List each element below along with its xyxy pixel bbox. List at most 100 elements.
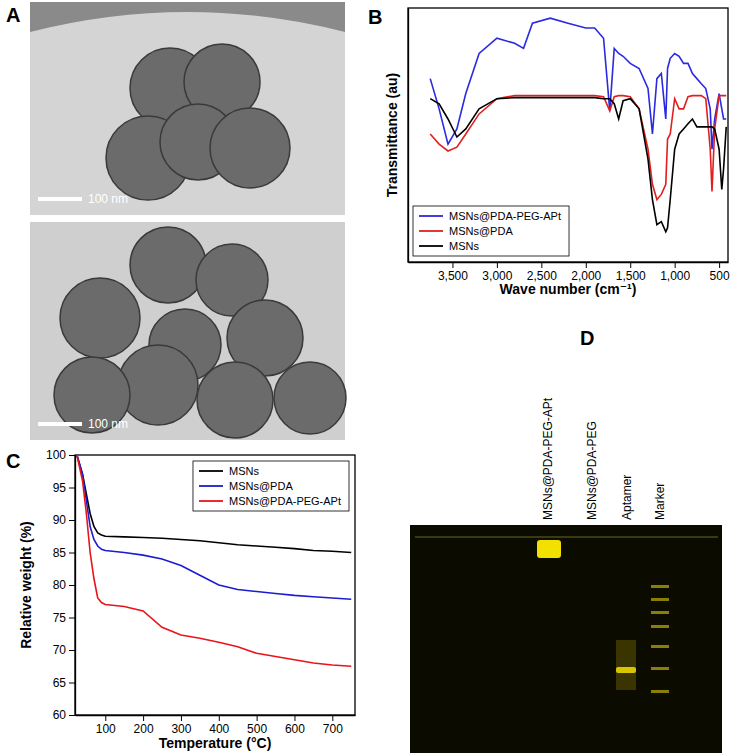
y-tick-label: 70 [53, 643, 67, 657]
x-tick-label: 500 [247, 722, 267, 736]
x-tick: 600 [285, 715, 305, 736]
x-tick-mark [105, 715, 106, 721]
x-tick: 100 [96, 715, 116, 736]
y-tick-label: 80 [53, 578, 67, 592]
x-tick-label: 400 [209, 722, 229, 736]
gel-band [537, 540, 561, 558]
panel-label: A [6, 4, 20, 26]
x-tick: 500 [247, 715, 267, 736]
legend-label: MSNs [229, 465, 259, 477]
x-tick-label: 200 [134, 722, 154, 736]
grid-edge [30, 2, 345, 32]
particle [54, 357, 130, 433]
y-axis-title: Relative weight (%) [18, 521, 34, 649]
legend-label: MSNs@PDA [229, 480, 293, 492]
figure: 3,5003,0002,5002,0001,5001,000500BWave n… [0, 0, 733, 755]
x-axis-title: Wave number (cm⁻¹) [500, 281, 637, 297]
y-tick-label: 100 [46, 448, 66, 462]
tem-image [30, 222, 345, 440]
ladder-band [651, 690, 669, 693]
ladder-band [651, 625, 669, 628]
legend-label: MSNs@PDA-PEG-APt [229, 495, 341, 507]
x-tick-mark [294, 715, 295, 721]
lane-label: MSNs@PDA-PEG [585, 421, 599, 520]
gel-image [410, 525, 722, 753]
particle [210, 108, 290, 188]
y-tick: 65 [53, 676, 75, 690]
ladder-band [651, 645, 669, 648]
x-tick-label: 500 [710, 269, 730, 283]
y-tick: 100 [46, 448, 75, 462]
lane-label: Aptamer [620, 475, 634, 520]
x-tick-mark [497, 262, 498, 268]
x-tick-mark [143, 715, 144, 721]
x-tick-label: 700 [323, 722, 343, 736]
y-tick: 90 [53, 513, 75, 527]
lane-label: Marker [653, 483, 667, 520]
y-tick: 95 [53, 481, 75, 495]
plot-frame [408, 8, 728, 262]
chart-0: 3,5003,0002,5002,0001,5001,000500BWave n… [368, 6, 730, 297]
x-tick-mark [257, 715, 258, 721]
x-tick: 2,000 [571, 262, 601, 283]
y-tick: 85 [53, 546, 75, 560]
lane-label: MSNs@PDA-PEG-APt [541, 397, 555, 520]
scale-bar [38, 197, 82, 201]
particle [118, 345, 198, 425]
panel-label: C [6, 450, 20, 472]
y-tick-mark [69, 520, 75, 521]
legend-swatch [199, 485, 223, 487]
legend-swatch [199, 470, 223, 472]
x-tick-label: 600 [285, 722, 305, 736]
y-tick: 60 [53, 708, 75, 722]
x-tick-mark [630, 262, 631, 268]
particle [130, 227, 206, 303]
x-tick: 2,500 [527, 262, 557, 283]
particle [274, 362, 346, 434]
y-axis: 60 65 70 75 80 85 90 95 100 [46, 448, 76, 722]
legend-swatch [419, 230, 443, 232]
y-tick: 70 [53, 643, 75, 657]
x-axis: 3,5003,0002,5002,0001,5001,000500 [409, 262, 730, 283]
x-tick: 500 [710, 262, 730, 283]
x-tick-label: 100 [96, 722, 116, 736]
y-tick-label: 95 [53, 481, 67, 495]
plot-area [430, 18, 726, 232]
gel-wells [415, 536, 718, 538]
legend: MSNs@PDA-PEG-APtMSNs@PDAMSNs [413, 206, 569, 256]
ladder-band [651, 611, 669, 614]
ladder-band [651, 585, 669, 588]
x-tick-mark [452, 262, 453, 268]
ladder-band [651, 667, 669, 670]
plot-frame [75, 455, 355, 715]
series-line [77, 455, 351, 599]
y-tick-label: 65 [53, 676, 67, 690]
x-tick-mark [541, 262, 542, 268]
legend-label: MSNs@PDA [449, 225, 513, 237]
y-tick-label: 75 [53, 611, 67, 625]
legend-swatch [199, 500, 223, 502]
y-tick-mark [69, 683, 75, 684]
x-tick: 1,000 [660, 262, 690, 283]
y-tick-mark [69, 488, 75, 489]
panel-a: 100 nm100 nmA [6, 2, 346, 440]
y-tick-mark [69, 455, 75, 456]
panel-label: B [368, 6, 382, 28]
y-tick: 75 [53, 611, 75, 625]
x-tick: 300 [171, 715, 191, 736]
x-tick-mark [675, 262, 676, 268]
x-tick: 3,000 [482, 262, 512, 283]
series-line [77, 455, 351, 666]
y-axis-title: Transmittance (au) [384, 73, 400, 197]
x-tick-label: 1,000 [660, 269, 690, 283]
plot-area [77, 455, 351, 666]
x-tick: 1,500 [616, 262, 646, 283]
legend-swatch [419, 245, 443, 247]
x-tick-mark [586, 262, 587, 268]
legend: MSNs MSNs@PDA MSNs@PDA-PEG-APt [193, 461, 349, 511]
x-tick-mark [719, 262, 720, 268]
legend-swatch [419, 215, 443, 217]
y-tick-label: 90 [53, 513, 67, 527]
y-tick-mark [69, 715, 75, 716]
y-tick-label: 85 [53, 546, 67, 560]
